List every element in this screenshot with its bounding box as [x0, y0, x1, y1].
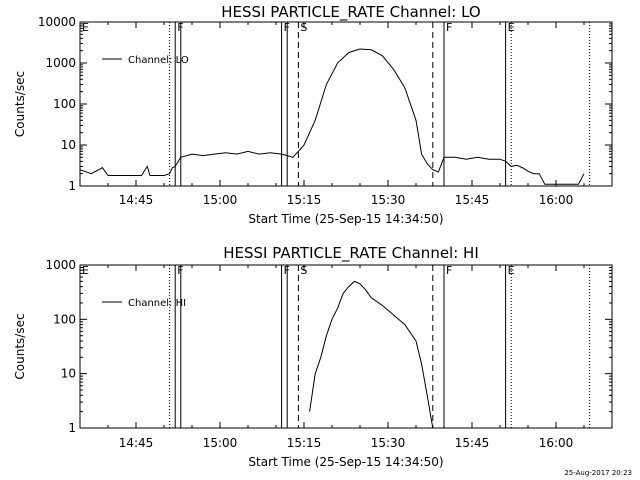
y-tick-label: 1: [68, 421, 76, 435]
y-tick-label: 10000: [38, 15, 76, 29]
event-marker-label: E: [508, 264, 515, 277]
x-tick-label: 16:00: [539, 436, 574, 450]
panel-lo: HESSI PARTICLE_RATE Channel: LO 14:45 15:0…: [13, 3, 613, 226]
event-marker-label: S: [300, 264, 307, 277]
event-marker-label: S: [300, 21, 307, 34]
x-tick-label: 15:30: [371, 193, 406, 207]
legend-label: Channel: LO: [128, 55, 189, 66]
y-tick-label: 1: [68, 179, 76, 193]
y-tick-label: 10: [61, 138, 76, 152]
y-tick-label: 100: [53, 97, 76, 111]
event-marker-label: F: [446, 264, 452, 277]
x-tick-label: 14:45: [119, 193, 154, 207]
y-axis-label: Counts/sec: [13, 313, 27, 379]
chart-title: HESSI PARTICLE_RATE Channel: LO: [221, 3, 480, 22]
x-tick-label: 15:00: [203, 193, 238, 207]
x-tick-label: 15:15: [287, 193, 322, 207]
x-axis-label: Start Time (25-Sep-15 14:34:50): [248, 455, 443, 469]
x-tick-label: 16:00: [539, 193, 574, 207]
x-tick-label: 15:45: [455, 436, 490, 450]
y-tick-label: 1000: [45, 258, 76, 272]
x-axis-label: Start Time (25-Sep-15 14:34:50): [248, 212, 443, 226]
plot-frame: [79, 21, 613, 187]
x-tick-label: 15:00: [203, 436, 238, 450]
y-axis-label: Counts/sec: [13, 71, 27, 137]
y-tick-label: 10: [61, 367, 76, 381]
x-tick-label: 15:30: [371, 436, 406, 450]
panel-hi: HESSI PARTICLE_RATE Channel: HI 14:45 15:0…: [13, 244, 613, 469]
y-tick-label: 1000: [45, 56, 76, 70]
event-marker-label: E: [508, 21, 515, 34]
x-tick-label: 15:45: [455, 193, 490, 207]
series-line: [79, 48, 585, 185]
event-marker-label: E: [82, 21, 89, 34]
legend-label: Channel: HI: [128, 298, 186, 309]
chart-title: HESSI PARTICLE_RATE Channel: HI: [223, 244, 479, 263]
timestamp: 25-Aug-2017 20:23: [564, 469, 632, 477]
x-tick-label: 15:15: [287, 436, 322, 450]
x-tick-label: 14:45: [119, 436, 154, 450]
event-marker-label: E: [82, 264, 89, 277]
y-tick-label: 100: [53, 312, 76, 326]
event-marker-label: F: [446, 21, 452, 34]
series-line: [309, 280, 434, 429]
